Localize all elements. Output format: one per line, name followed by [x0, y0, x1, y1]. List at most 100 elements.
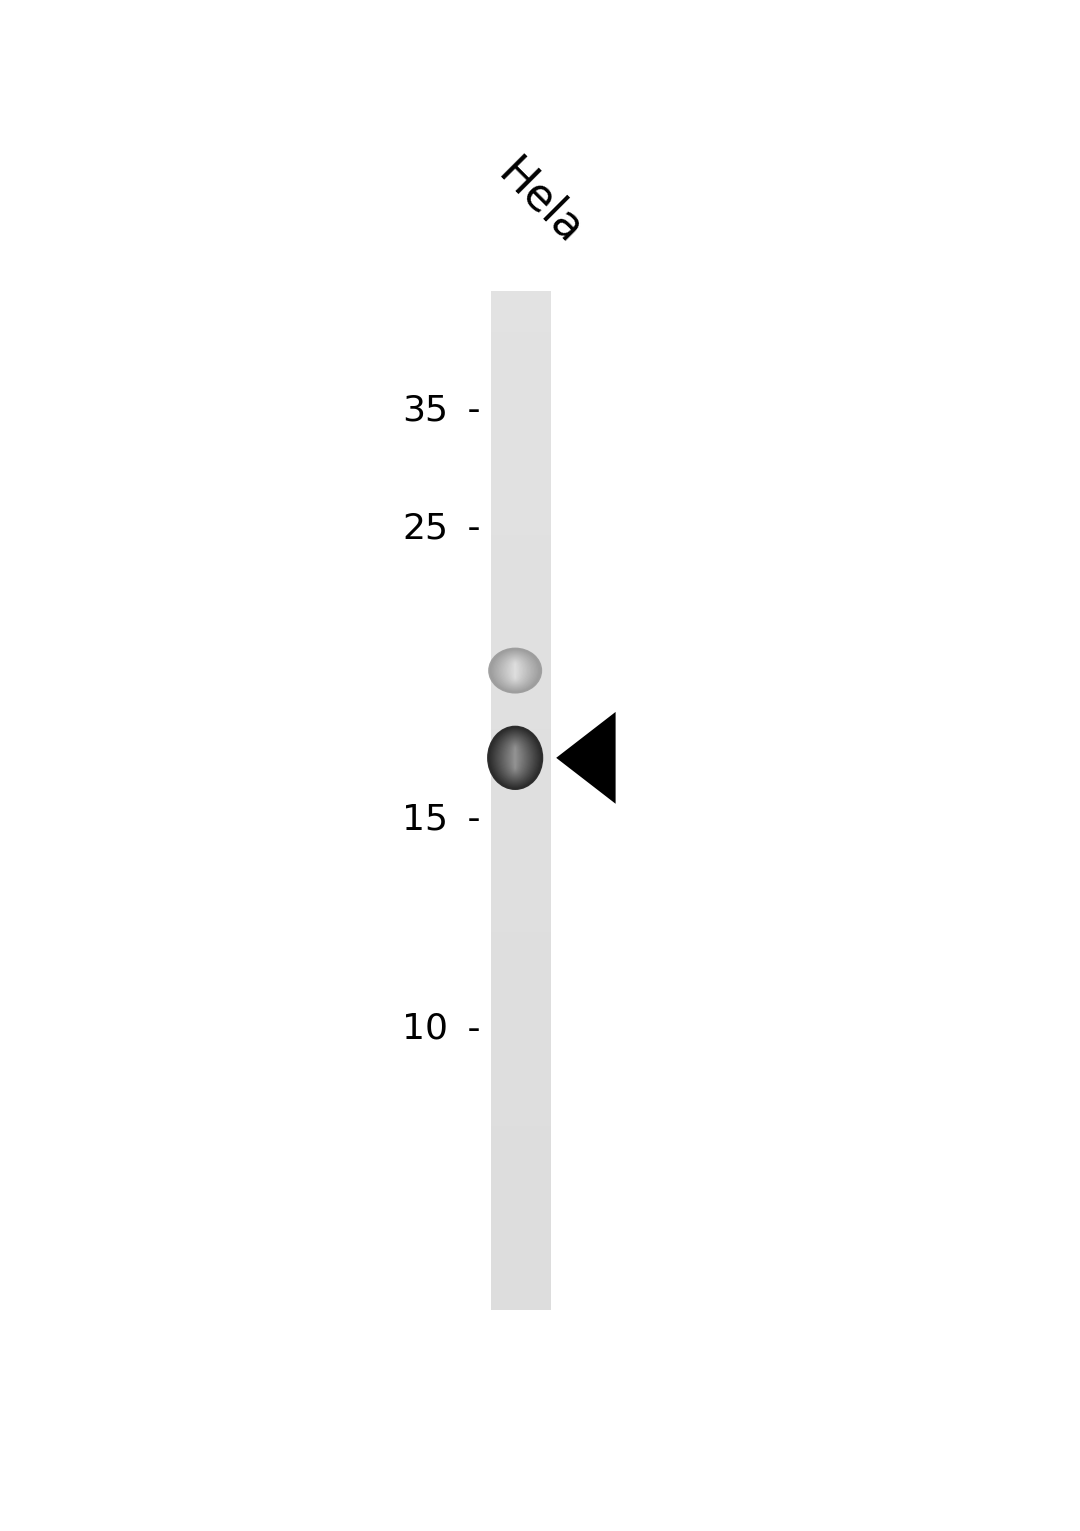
Bar	[491, 606, 551, 617]
Text: -: -	[456, 1012, 481, 1046]
Bar	[491, 1156, 551, 1168]
Text: -: -	[456, 511, 481, 545]
Ellipse shape	[488, 648, 542, 694]
Ellipse shape	[505, 739, 525, 776]
Bar	[491, 943, 551, 954]
Bar	[491, 576, 551, 588]
Ellipse shape	[492, 651, 538, 690]
Ellipse shape	[510, 744, 521, 772]
Ellipse shape	[514, 663, 516, 678]
Bar	[491, 1197, 551, 1208]
Bar	[491, 891, 551, 903]
Bar	[491, 698, 551, 709]
Bar	[491, 617, 551, 628]
Bar	[491, 536, 551, 547]
Ellipse shape	[509, 660, 522, 681]
Ellipse shape	[513, 747, 517, 769]
Bar	[491, 1024, 551, 1035]
Text: Hela: Hela	[489, 152, 591, 253]
Bar	[491, 729, 551, 739]
Ellipse shape	[505, 658, 525, 683]
Bar	[491, 1085, 551, 1096]
Bar	[491, 1248, 551, 1258]
Ellipse shape	[487, 726, 543, 790]
Bar	[491, 1116, 551, 1127]
Bar	[491, 1004, 551, 1015]
Bar	[491, 749, 551, 761]
Bar	[491, 423, 551, 435]
Bar	[491, 352, 551, 363]
Bar	[491, 1228, 551, 1239]
Ellipse shape	[509, 743, 522, 773]
Bar	[491, 291, 551, 302]
Ellipse shape	[497, 733, 534, 782]
Bar	[491, 821, 551, 831]
Bar	[491, 1187, 551, 1199]
Bar	[491, 556, 551, 566]
Ellipse shape	[490, 729, 540, 787]
Text: -: -	[456, 393, 481, 427]
Bar	[491, 1258, 551, 1269]
Bar	[491, 759, 551, 770]
Bar	[491, 1105, 551, 1116]
Bar	[491, 871, 551, 882]
Ellipse shape	[500, 655, 530, 686]
Ellipse shape	[494, 732, 537, 784]
Bar	[491, 1125, 551, 1138]
Bar	[491, 383, 551, 393]
Bar	[491, 1167, 551, 1177]
Bar	[491, 393, 551, 404]
Bar	[491, 830, 551, 842]
Bar	[491, 413, 551, 424]
Bar	[491, 841, 551, 851]
Bar	[491, 1044, 551, 1055]
Bar	[491, 983, 551, 995]
Bar	[491, 332, 551, 343]
Bar	[491, 851, 551, 862]
Bar	[491, 322, 551, 332]
Bar	[491, 1278, 551, 1289]
Bar	[491, 1268, 551, 1280]
Bar	[491, 514, 551, 527]
Ellipse shape	[503, 657, 527, 684]
Bar	[491, 637, 551, 648]
Bar	[491, 1033, 551, 1046]
Text: -: -	[456, 802, 481, 836]
Bar	[491, 464, 551, 475]
Ellipse shape	[490, 649, 539, 692]
Bar	[491, 687, 551, 700]
Bar	[491, 566, 551, 577]
Bar	[491, 779, 551, 792]
Bar	[491, 922, 551, 934]
Text: 25: 25	[402, 511, 448, 545]
Bar	[491, 302, 551, 312]
Bar	[491, 475, 551, 485]
Bar	[491, 974, 551, 984]
Text: 15: 15	[402, 802, 448, 836]
Ellipse shape	[488, 727, 542, 788]
Ellipse shape	[499, 654, 531, 687]
Ellipse shape	[511, 744, 519, 772]
Bar	[491, 363, 551, 374]
Ellipse shape	[492, 730, 538, 785]
Bar	[491, 1206, 551, 1219]
Bar	[491, 484, 551, 496]
Bar	[491, 770, 551, 781]
Bar	[491, 505, 551, 516]
Bar	[491, 678, 551, 689]
Bar	[491, 403, 551, 413]
Bar	[491, 1064, 551, 1076]
Bar	[491, 586, 551, 597]
Bar	[491, 453, 551, 465]
Bar	[491, 444, 551, 455]
Ellipse shape	[495, 732, 536, 784]
Ellipse shape	[489, 727, 541, 788]
Ellipse shape	[502, 738, 528, 778]
Ellipse shape	[508, 658, 523, 683]
Bar	[491, 1177, 551, 1188]
Bar	[491, 952, 551, 965]
Bar	[491, 372, 551, 384]
Ellipse shape	[495, 652, 536, 689]
Bar	[491, 739, 551, 750]
Bar	[491, 1217, 551, 1228]
